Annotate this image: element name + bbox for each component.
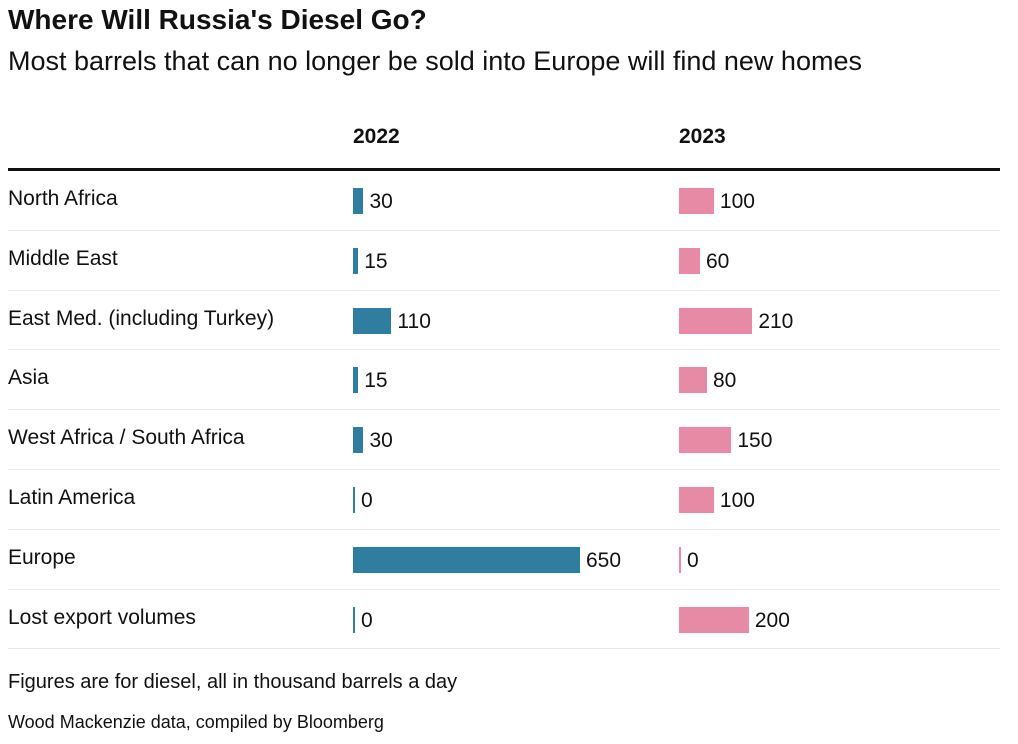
row-label: West Africa / South Africa <box>8 426 245 450</box>
bar-2022 <box>353 427 364 454</box>
value-label-2023: 210 <box>758 309 794 333</box>
header-divider <box>8 168 1000 171</box>
row-divider <box>8 648 1000 650</box>
bar-2023 <box>679 427 732 454</box>
value-label-2022: 0 <box>361 608 373 632</box>
value-label-2023: 200 <box>754 608 790 632</box>
source-note: Wood Mackenzie data, compiled by Bloombe… <box>8 712 384 732</box>
bar-2023 <box>679 247 700 274</box>
bar-2022 <box>353 546 580 573</box>
row-divider <box>8 588 1000 590</box>
bar-2023 <box>679 187 714 214</box>
bar-2023 <box>679 486 714 513</box>
bar-2023 <box>679 307 753 334</box>
row-label: East Med. (including Turkey) <box>8 306 275 330</box>
row-label: Middle East <box>8 246 118 270</box>
bar-2022 <box>353 187 364 214</box>
value-label-2022: 30 <box>369 189 393 213</box>
value-label-2023: 80 <box>712 369 737 393</box>
bar-2023 <box>679 546 681 573</box>
row-label: Asia <box>8 366 49 390</box>
value-label-2022: 15 <box>364 249 388 273</box>
bar-2022 <box>353 247 359 274</box>
units-note: Figures are for diesel, all in thousand … <box>8 671 458 693</box>
row-divider <box>8 349 1000 351</box>
bar-2022 <box>353 367 359 394</box>
bar-2023 <box>679 367 707 394</box>
row-label: Europe <box>8 545 76 569</box>
value-label-2023: 100 <box>719 488 755 512</box>
chart-subtitle: Most barrels that can no longer be sold … <box>8 46 862 76</box>
row-label: North Africa <box>8 186 118 210</box>
row-divider <box>8 528 1000 530</box>
row-divider <box>8 469 1000 470</box>
value-label-2023: 0 <box>687 548 699 572</box>
row-label: Latin America <box>8 485 136 509</box>
row-divider <box>8 229 1000 231</box>
row-divider <box>8 289 1000 291</box>
bar-2023 <box>679 606 749 633</box>
value-label-2022: 30 <box>369 429 393 453</box>
value-label-2022: 15 <box>364 369 388 393</box>
bar-2022 <box>353 606 355 633</box>
value-label-2023: 150 <box>737 429 773 453</box>
column-header-2022: 2022 <box>353 125 400 148</box>
bar-2022 <box>353 307 392 334</box>
bar-2022 <box>353 486 355 513</box>
chart-title: Where Will Russia's Diesel Go? <box>8 4 427 35</box>
value-label-2022: 110 <box>397 309 431 333</box>
row-label: Lost export volumes <box>8 605 196 629</box>
row-divider <box>8 409 1000 411</box>
value-label-2022: 650 <box>586 548 622 572</box>
value-label-2023: 60 <box>705 249 730 273</box>
value-label-2022: 0 <box>361 488 373 512</box>
value-label-2023: 100 <box>719 189 755 213</box>
column-header-2023: 2023 <box>679 125 726 148</box>
